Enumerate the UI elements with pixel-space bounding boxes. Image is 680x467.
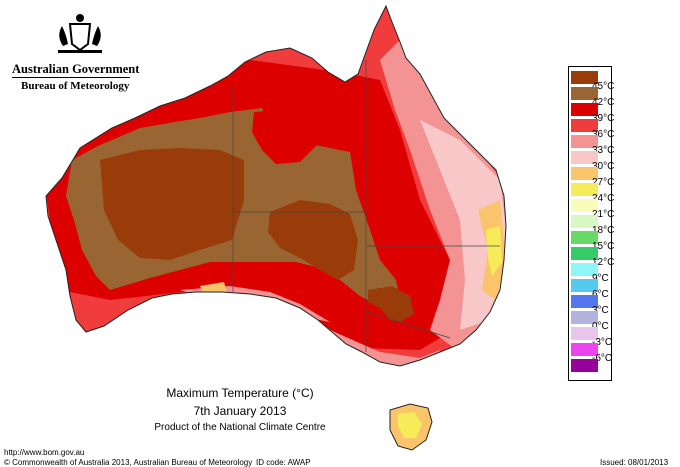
legend-swatch xyxy=(571,311,598,324)
bureau-title: Bureau of Meteorology xyxy=(21,80,130,92)
legend-swatch xyxy=(571,71,598,84)
legend-swatch xyxy=(571,263,598,276)
legend-swatch xyxy=(571,343,598,356)
legend-label: 6°C xyxy=(592,289,609,300)
legend-label: 36°C xyxy=(592,129,615,140)
coat-of-arms-icon xyxy=(58,14,102,53)
legend-swatch xyxy=(571,279,598,292)
legend-swatch xyxy=(571,183,598,196)
footer-id-code: ID code: AWAP xyxy=(256,458,311,467)
temperature-legend: 45°C 42°C 39°C 36°C 33°C 30°C 27°C 24°C 21°C 18°C… xyxy=(568,66,614,381)
government-title: Australian Government xyxy=(12,62,140,76)
legend-swatch xyxy=(571,135,598,148)
legend-label: -3°C xyxy=(592,337,613,348)
legend-swatch xyxy=(571,199,598,212)
state-borders xyxy=(232,60,500,352)
legend-label: 39°C xyxy=(592,113,615,124)
footer-copyright: © Commonwealth of Australia 2013, Austra… xyxy=(4,458,253,467)
legend-label: 9°C xyxy=(592,273,609,284)
map-date: 7th January 2013 xyxy=(193,404,287,418)
legend-swatch xyxy=(571,327,598,340)
map-title: Maximum Temperature (°C) xyxy=(166,386,314,400)
legend-label: 0°C xyxy=(592,321,609,332)
legend-swatch xyxy=(571,359,598,372)
legend-label: 18°C xyxy=(592,225,615,236)
legend-swatch xyxy=(571,215,598,228)
legend-swatch xyxy=(571,87,598,100)
legend-label: 27°C xyxy=(592,177,615,188)
legend-swatch xyxy=(571,247,598,260)
legend-label: 24°C xyxy=(592,193,615,204)
tasmania xyxy=(389,403,433,451)
legend-label: 3°C xyxy=(592,305,609,316)
legend-label: 21°C xyxy=(592,209,615,220)
legend-label: 42°C xyxy=(592,97,615,108)
legend-swatch xyxy=(571,231,598,244)
legend-label: 33°C xyxy=(592,145,615,156)
legend-swatch xyxy=(571,295,598,308)
legend-label: -6°C xyxy=(592,353,613,364)
legend-swatch xyxy=(571,103,598,116)
legend-swatch xyxy=(571,167,598,180)
legend-swatch xyxy=(571,119,598,132)
legend-label: 45°C xyxy=(592,81,615,92)
legend-label: 15°C xyxy=(592,241,615,252)
footer-issued: Issued: 08/01/2013 xyxy=(600,458,669,467)
footer-url[interactable]: http://www.bom.gov.au xyxy=(4,448,85,457)
legend-label: 12°C xyxy=(592,257,615,268)
government-logo xyxy=(8,10,138,67)
map-credit: Product of the National Climate Centre xyxy=(154,422,326,433)
header-divider xyxy=(12,77,130,78)
legend-swatch xyxy=(571,151,598,164)
legend-label: 30°C xyxy=(592,161,615,172)
